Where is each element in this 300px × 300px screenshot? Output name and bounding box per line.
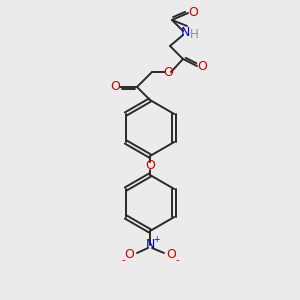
Text: O: O bbox=[166, 248, 176, 262]
Text: N: N bbox=[145, 238, 155, 251]
Text: +: + bbox=[153, 236, 159, 244]
Text: O: O bbox=[110, 80, 120, 94]
Text: H: H bbox=[190, 28, 198, 40]
Text: O: O bbox=[197, 59, 207, 73]
Text: O: O bbox=[188, 7, 198, 20]
Text: N: N bbox=[180, 26, 190, 40]
Text: O: O bbox=[145, 159, 155, 172]
Text: O: O bbox=[124, 248, 134, 262]
Text: -: - bbox=[175, 255, 179, 265]
Text: O: O bbox=[163, 65, 173, 79]
Text: -: - bbox=[121, 255, 125, 265]
